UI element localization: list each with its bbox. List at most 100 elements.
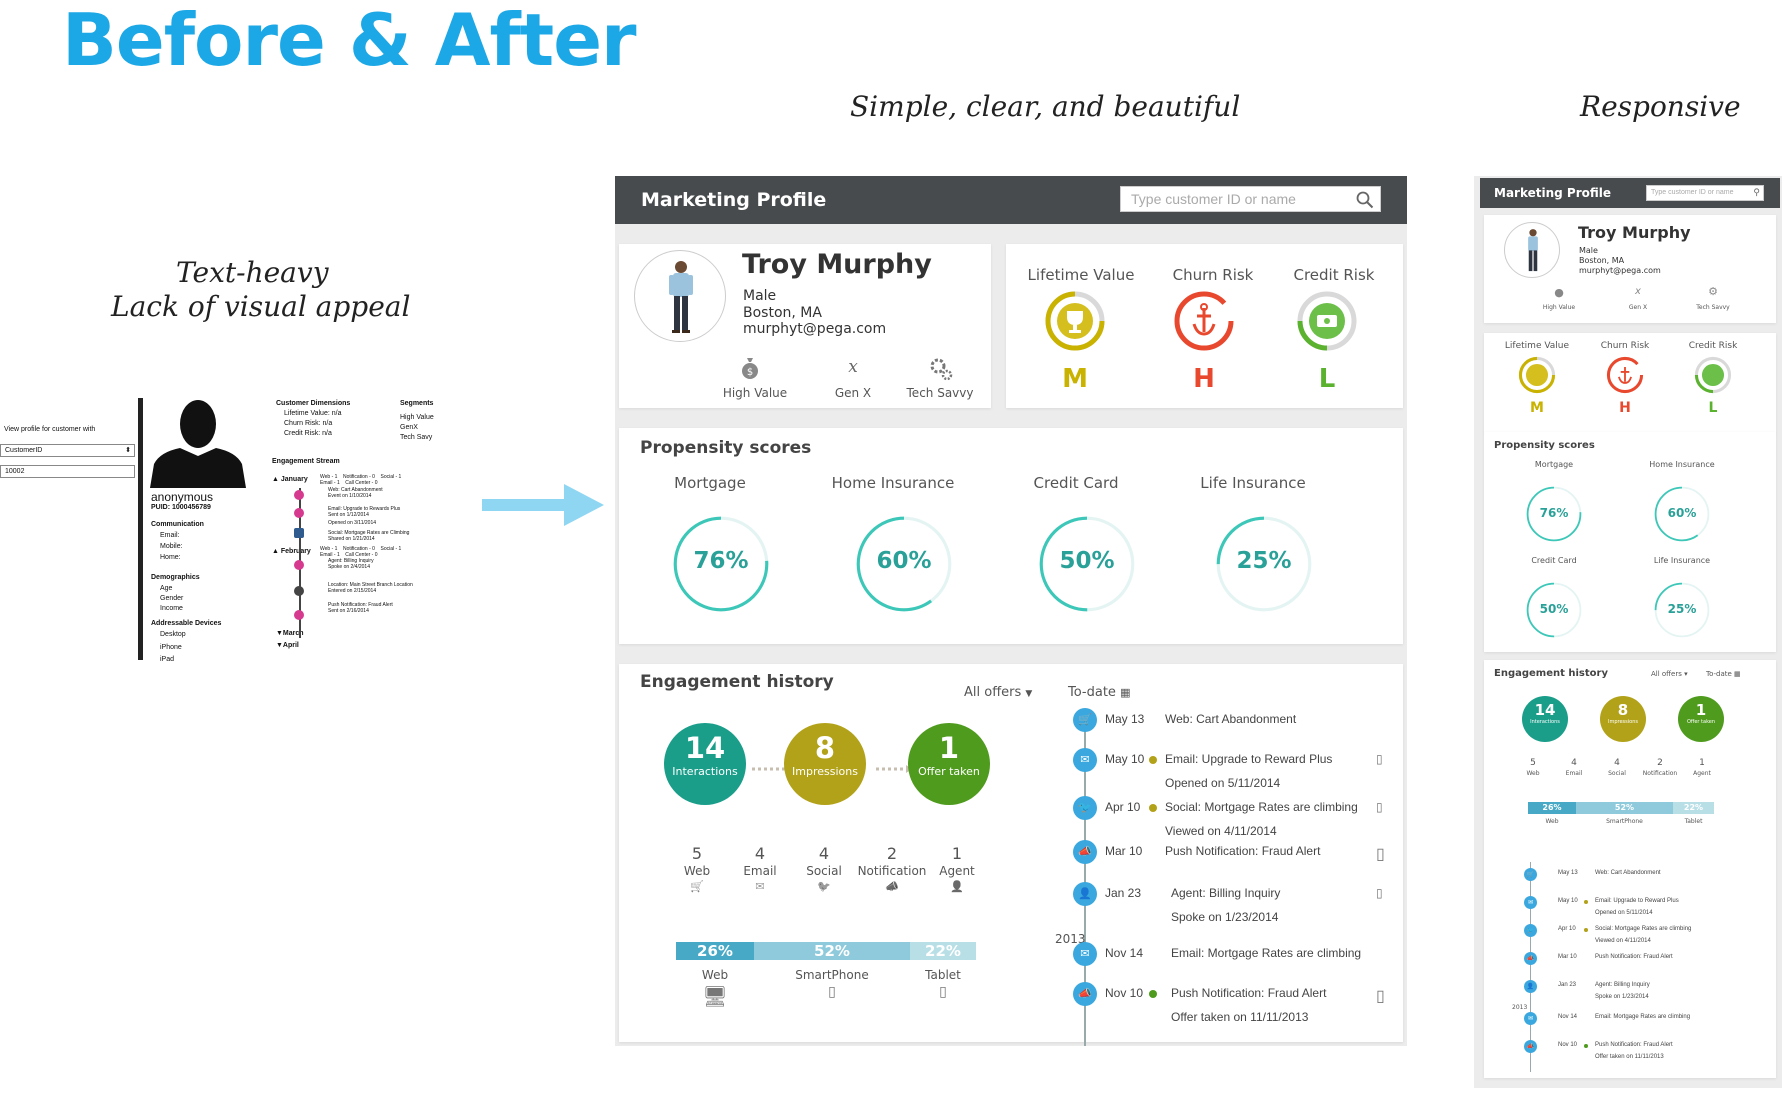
old-puid: PUID: 1000456789 xyxy=(151,504,211,511)
old-select-value: CustomerID xyxy=(5,447,43,454)
caption-before-2: Lack of visual appeal xyxy=(111,290,411,323)
old-name: anonymous xyxy=(151,490,214,504)
timeline-date-0: May 13 xyxy=(1105,712,1145,726)
old-view-label: View profile for customer with xyxy=(4,426,96,433)
caption-before-1: Text-heavy xyxy=(176,256,329,289)
old-dim-2: Churn Risk: n/a xyxy=(284,420,333,427)
year-label: 2013 xyxy=(1055,932,1086,946)
old-seg-3: Tech Savy xyxy=(400,434,433,441)
mobile-device-label-0: Web xyxy=(1545,818,1559,825)
churn-risk-letter: H xyxy=(1193,364,1215,394)
old-feb-header: Web - 1 Notification - 0 Social - 1 Emai… xyxy=(320,546,402,558)
funnel-label: Impressions xyxy=(792,765,858,778)
propensity-label-3: Life Insurance xyxy=(1200,474,1306,492)
old-jan-header: Web - 1 Notification - 0 Social - 1 Emai… xyxy=(320,474,402,486)
customer-name: Troy Murphy xyxy=(742,249,932,280)
mobile-channel-count-4: 1 xyxy=(1699,758,1705,768)
timeline-text-2: Social: Mortgage Rates are climbing xyxy=(1165,800,1358,814)
old-month-apr: ▼April xyxy=(276,642,299,649)
propensity-label-0: Mortgage xyxy=(674,474,746,492)
mobile-timeline-line xyxy=(1530,862,1531,1072)
credit-risk-label: Credit Risk xyxy=(1293,266,1375,284)
caption-responsive: Responsive xyxy=(1580,90,1741,123)
mobile-propensity-label-1: Home Insurance xyxy=(1649,460,1715,469)
mobile-search-input[interactable]: Type customer ID or name ⚲ xyxy=(1646,185,1764,201)
old-event-7: Push Notification: Fraud Alert Sent on 2… xyxy=(328,602,393,614)
device-phone-icon: ▯ xyxy=(1376,886,1383,900)
page-heading: Before & After xyxy=(62,0,637,82)
old-event-dot xyxy=(294,490,304,500)
to-date-filter[interactable]: To-date ▦ xyxy=(1068,685,1130,700)
mobile-all-offers-filter[interactable]: All offers ▾ xyxy=(1651,670,1688,678)
mobile-propensity-value-1: 60% xyxy=(1667,506,1697,520)
mobile-timeline-sub-2: Viewed on 4/11/2014 xyxy=(1595,938,1651,944)
old-select[interactable]: CustomerID ⬍ xyxy=(0,444,135,457)
old-month-mar: ▼March xyxy=(276,630,304,637)
cash-gauge-icon xyxy=(1694,356,1732,394)
email-icon: ✉ xyxy=(755,880,765,893)
old-demo-3: Income xyxy=(160,605,183,612)
old-comm-1: Email: xyxy=(160,532,180,539)
mobile-timeline-date-6: Nov 10 xyxy=(1558,1042,1578,1048)
propensity-title: Propensity scores xyxy=(640,438,812,458)
mobile-funnel-bubble-2: 1 Offer taken xyxy=(1678,696,1724,742)
mobile-funnel-label: Offer taken xyxy=(1686,719,1716,725)
customer-email: murphyt@pega.com xyxy=(743,321,887,337)
mobile-to-date-filter[interactable]: To-date ▦ xyxy=(1706,670,1741,678)
mobile-timeline-text-6: Push Notification: Fraud Alert xyxy=(1595,1042,1673,1048)
mobile-lifetime-label: Lifetime Value xyxy=(1504,341,1570,351)
old-event-1: Web: Cart Abandonment Event on 1/10/2014 xyxy=(328,487,383,499)
old-comm-3: Home: xyxy=(160,554,181,561)
timeline-line xyxy=(1084,712,1086,1046)
mobile-gender: Male xyxy=(1579,246,1598,255)
device-phone-icon: ▯ xyxy=(1376,846,1385,863)
mobile-timeline-date-4: Jan 23 xyxy=(1558,982,1577,988)
search-icon[interactable] xyxy=(1356,191,1374,209)
funnel-bubble-0: 14 Interactions xyxy=(664,723,746,805)
mobile-timeline-sub-1: Opened on 5/11/2014 xyxy=(1595,910,1653,916)
mobile-channel-label-4: Agent xyxy=(1693,770,1711,777)
search-icon[interactable]: ⚲ xyxy=(1753,187,1760,197)
timeline-sub-2: Viewed on 4/11/2014 xyxy=(1165,824,1277,838)
timeline-sub-4: Spoke on 1/23/2014 xyxy=(1171,910,1279,924)
megaphone-icon: 📣 xyxy=(1524,1040,1537,1053)
all-offers-label: All offers xyxy=(964,685,1022,700)
smartphone-icon: ▯ xyxy=(828,984,836,1000)
anchor-gauge-icon xyxy=(1174,291,1234,351)
funnel-num: 1 xyxy=(938,731,960,765)
mobile-funnel-bubble-1: 8 Impressions xyxy=(1600,696,1646,742)
search-input[interactable]: Type customer ID or name xyxy=(1120,186,1381,212)
channel-label-4: Agent xyxy=(939,864,975,878)
megaphone-icon: 📣 xyxy=(1524,952,1537,965)
megaphone-icon: 📣 xyxy=(1073,982,1097,1006)
propensity-label-2: Credit Card xyxy=(1033,474,1119,492)
old-input[interactable]: 10002 xyxy=(0,465,135,478)
megaphone-icon: 📣 xyxy=(885,880,899,893)
megaphone-icon: 📣 xyxy=(1073,840,1097,864)
credit-risk-letter: L xyxy=(1318,364,1336,394)
timeline-text-0: Web: Cart Abandonment xyxy=(1165,712,1297,726)
old-event-dot xyxy=(294,528,304,538)
old-event-5: Agent: Billing Inquiry Spoke on 2/4/2014 xyxy=(328,558,374,570)
segment-gen-x: Gen X xyxy=(834,386,872,400)
old-devices: Addressable Devices xyxy=(151,620,222,627)
mobile-propensity-title: Propensity scores xyxy=(1494,440,1595,451)
segment-high-value: High Value xyxy=(722,386,788,400)
all-offers-filter[interactable]: All offers ▼ xyxy=(964,685,1032,700)
mobile-propensity-ring-1-arc xyxy=(1654,486,1710,542)
old-event-dot xyxy=(294,610,304,620)
avatar-person-icon xyxy=(669,261,693,333)
mobile-funnel-label: Interactions xyxy=(1530,719,1560,725)
timeline-date-2: Apr 10 xyxy=(1105,800,1141,814)
mobile-propensity-ring-3-arc xyxy=(1654,582,1710,638)
propensity-label-1: Home Insurance xyxy=(831,474,955,492)
channel-label-0: Web xyxy=(683,864,711,878)
old-demo-1: Age xyxy=(160,585,173,592)
churn-risk-label: Churn Risk xyxy=(1172,266,1254,284)
channel-count-4: 1 xyxy=(951,844,963,863)
mobile-to-date-label: To-date xyxy=(1706,670,1732,678)
person-silhouette-icon xyxy=(150,400,246,488)
mobile-propensity-ring-0 xyxy=(1526,486,1582,542)
segment-tech-savvy: Tech Savvy xyxy=(906,386,974,400)
engagement-title: Engagement history xyxy=(640,672,834,692)
